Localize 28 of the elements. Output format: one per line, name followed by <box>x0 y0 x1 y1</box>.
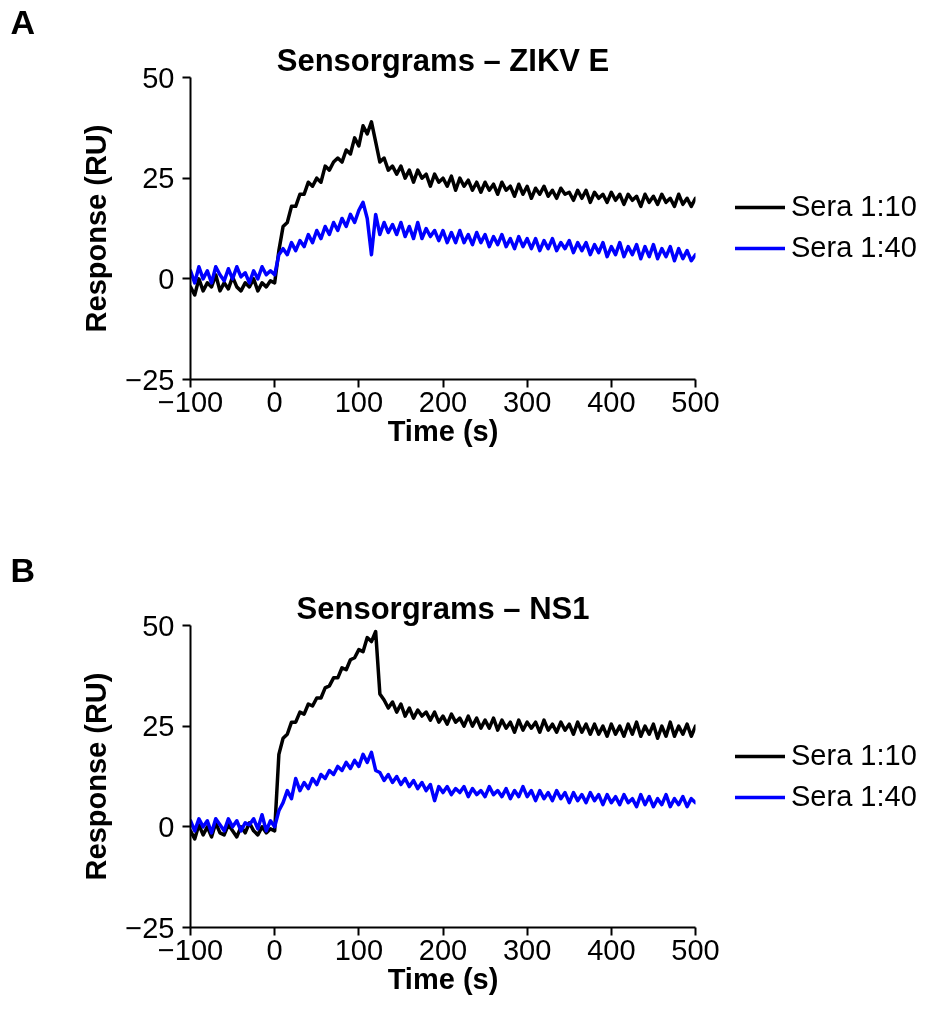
x-tick-label: 500 <box>671 385 720 418</box>
y-tick-label: 25 <box>142 162 175 195</box>
text: B <box>10 550 36 589</box>
text: A <box>10 2 36 41</box>
x-tick-label: 300 <box>502 385 552 418</box>
legend-label: Sera 1:10 <box>791 738 917 773</box>
x-tick-label: 400 <box>587 933 636 966</box>
x-tick-label: 0 <box>266 385 283 418</box>
y-tick-label: 50 <box>142 61 175 94</box>
chart-title: Sensorgrams – NS1 <box>296 590 590 626</box>
x-tick-label: 400 <box>587 385 636 418</box>
x-tick-label: 100 <box>334 933 384 966</box>
legend-label: Sera 1:40 <box>791 779 917 814</box>
legend-label: Sera 1:10 <box>791 189 917 224</box>
y-tick-label: 50 <box>142 609 175 642</box>
x-tick-label: 300 <box>502 933 552 966</box>
y-axis-title: Response (RU) <box>80 672 113 881</box>
x-tick-label: 0 <box>266 933 283 966</box>
legend-label: Sera 1:40 <box>791 230 917 265</box>
x-tick-label: 500 <box>671 933 720 966</box>
chart-title: Sensorgrams – ZIKV E <box>276 42 610 78</box>
y-tick-label: 0 <box>158 262 175 295</box>
y-tick-label: 25 <box>142 710 175 743</box>
x-tick-label: 100 <box>334 385 384 418</box>
y-tick-label: 0 <box>158 810 175 843</box>
line-series <box>190 200 696 285</box>
y-axis-title: Response (RU) <box>80 124 113 333</box>
line-series <box>190 750 696 835</box>
